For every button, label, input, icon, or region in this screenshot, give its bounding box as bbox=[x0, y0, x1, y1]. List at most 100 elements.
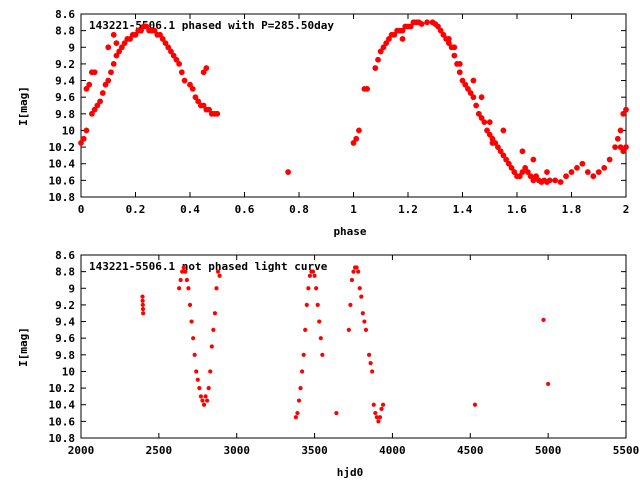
data-point bbox=[601, 164, 608, 171]
data-point bbox=[451, 44, 458, 51]
data-point bbox=[360, 311, 365, 316]
data-point bbox=[418, 21, 425, 27]
data-point bbox=[296, 398, 302, 403]
data-point bbox=[192, 352, 197, 357]
data-point bbox=[623, 106, 629, 113]
data-point bbox=[511, 169, 518, 175]
data-point bbox=[298, 385, 303, 391]
data-point bbox=[304, 302, 309, 308]
data-point bbox=[178, 277, 183, 283]
y-tick-label: 8.6 bbox=[55, 249, 75, 262]
data-point bbox=[140, 298, 145, 303]
data-point bbox=[363, 327, 369, 332]
x-axis-label: phase bbox=[333, 225, 366, 238]
y-tick-label: 10.2 bbox=[49, 382, 76, 395]
data-point bbox=[462, 81, 469, 88]
data-point bbox=[285, 169, 291, 175]
data-point bbox=[203, 65, 210, 71]
data-point bbox=[303, 327, 308, 332]
data-point bbox=[200, 398, 205, 403]
data-point bbox=[437, 27, 444, 34]
data-point bbox=[312, 273, 317, 278]
data-point bbox=[214, 286, 219, 291]
data-point bbox=[500, 127, 507, 134]
data-point bbox=[113, 52, 120, 59]
data-point bbox=[317, 319, 322, 324]
x-tick-label: 0.6 bbox=[235, 203, 255, 216]
data-point bbox=[97, 98, 103, 105]
data-point bbox=[500, 152, 507, 159]
x-tick-label: 4500 bbox=[457, 444, 484, 457]
data-point bbox=[140, 302, 145, 308]
data-point bbox=[181, 77, 188, 84]
data-point bbox=[201, 402, 207, 407]
data-point bbox=[140, 294, 145, 299]
data-point bbox=[484, 127, 490, 134]
data-point bbox=[456, 69, 463, 76]
data-point bbox=[356, 127, 362, 134]
chart-title: 143221-5506.1 phased with P=285.50day bbox=[89, 19, 334, 32]
data-point bbox=[214, 110, 221, 117]
data-point bbox=[187, 81, 193, 88]
data-point bbox=[379, 406, 384, 411]
y-tick-label: 10.6 bbox=[49, 415, 76, 428]
data-point bbox=[470, 94, 477, 101]
data-point bbox=[127, 36, 133, 42]
data-point bbox=[310, 269, 316, 274]
data-point bbox=[191, 336, 196, 341]
x-tick-label: 3000 bbox=[223, 444, 250, 457]
x-tick-label: 1.8 bbox=[562, 203, 582, 216]
x-tick-label: 0.4 bbox=[180, 203, 200, 216]
data-point bbox=[472, 402, 478, 407]
data-points bbox=[140, 265, 551, 424]
data-point bbox=[620, 110, 627, 117]
y-tick-label: 9.4 bbox=[55, 75, 75, 88]
data-point bbox=[349, 277, 355, 283]
data-point bbox=[116, 48, 123, 55]
data-point bbox=[552, 177, 559, 184]
data-point bbox=[211, 327, 216, 332]
data-point bbox=[440, 31, 447, 38]
data-point bbox=[83, 127, 90, 134]
data-point bbox=[541, 317, 546, 322]
x-tick-label: 5500 bbox=[613, 444, 640, 457]
data-point bbox=[170, 52, 177, 59]
data-point bbox=[522, 164, 529, 171]
x-tick-label: 0 bbox=[78, 203, 85, 216]
plot-frame bbox=[80, 254, 627, 439]
data-point bbox=[306, 286, 311, 291]
data-point bbox=[198, 394, 203, 399]
data-point bbox=[301, 352, 306, 357]
data-point bbox=[530, 156, 537, 163]
x-tick-label: 2500 bbox=[146, 444, 173, 457]
chart-title: 143221-5506.1 not phased light curve bbox=[89, 260, 328, 273]
data-point bbox=[187, 302, 193, 308]
data-point bbox=[364, 85, 371, 92]
data-point bbox=[435, 23, 441, 30]
data-point bbox=[200, 102, 207, 109]
tick-layer: 0 0.2 0.4 0.6 0.8 1 1.2 1.4 1.6 1.8 2 8.6 8.8 9 9.2 9.4… bbox=[49, 8, 630, 216]
data-point bbox=[200, 69, 207, 76]
data-point bbox=[362, 319, 367, 324]
y-axis-label: I[mag] bbox=[17, 327, 30, 367]
y-tick-label: 9.8 bbox=[55, 349, 75, 362]
data-point bbox=[481, 119, 488, 126]
data-point bbox=[465, 85, 471, 92]
data-point bbox=[424, 19, 430, 26]
data-point bbox=[195, 98, 202, 105]
data-point bbox=[377, 415, 383, 420]
data-point bbox=[353, 135, 360, 142]
data-point bbox=[475, 110, 482, 117]
y-tick-label: 9.8 bbox=[55, 108, 75, 121]
data-point bbox=[189, 85, 196, 92]
data-point bbox=[617, 127, 624, 134]
data-point bbox=[399, 36, 406, 42]
x-tick-label: 3500 bbox=[301, 444, 328, 457]
data-point bbox=[99, 90, 106, 96]
data-point bbox=[386, 36, 392, 42]
data-point bbox=[102, 81, 109, 88]
y-tick-label: 9.2 bbox=[55, 58, 75, 71]
data-point bbox=[459, 77, 466, 84]
data-point bbox=[383, 40, 390, 47]
